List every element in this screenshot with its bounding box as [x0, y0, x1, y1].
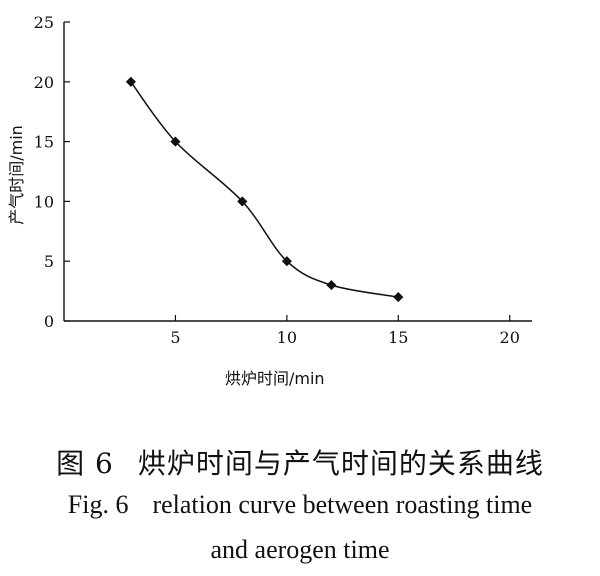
line-chart: 0 5 10 15 20 25 5 10 15 20 烘炉时间/min 产气时间/min: [7, 13, 532, 388]
data-point: [393, 292, 404, 303]
chart-container: 0 5 10 15 20 25 5 10 15 20 烘炉时间/min 产气时间/min: [7, 13, 532, 388]
x-tick-label: 15: [388, 328, 408, 347]
data-point: [237, 196, 248, 207]
y-tick-label: 10: [34, 192, 54, 211]
series-layer: [130, 81, 400, 298]
figure-label-english: Fig. 6: [67, 490, 129, 519]
figure-caption-english-text-2: and aerogen time: [210, 535, 390, 564]
y-tick-label: 0: [44, 312, 54, 331]
ticks-layer: 0 5 10 15 20 25 5 10 15 20: [34, 13, 520, 347]
y-axis-title: 产气时间/min: [7, 125, 26, 225]
x-tick-label: 5: [170, 328, 180, 347]
y-tick-label: 5: [44, 252, 54, 271]
axes-layer: [63, 22, 532, 322]
markers-layer: [125, 76, 404, 303]
data-point: [170, 136, 181, 147]
data-point: [125, 76, 136, 87]
figure-caption-english-text-1: relation curve between roasting time: [152, 490, 533, 519]
figure-caption-english-line-1: Fig. 6 relation curve between roasting ti…: [0, 490, 600, 520]
figure-caption-english-line-2: and aerogen time: [0, 535, 600, 565]
x-tick-label: 20: [500, 328, 520, 347]
x-axis-title: 烘炉时间/min: [225, 369, 325, 388]
figure-label-chinese: 图 6: [56, 447, 114, 480]
data-point: [326, 280, 337, 291]
data-point: [281, 256, 292, 267]
figure-caption-chinese: 图 6 烘炉时间与产气时间的关系曲线: [0, 442, 600, 482]
y-tick-label: 25: [34, 13, 54, 32]
y-tick-label: 15: [34, 133, 54, 152]
figure-caption-chinese-text: 烘炉时间与产气时间的关系曲线: [137, 447, 544, 480]
series-line: [130, 81, 400, 298]
y-tick-label: 20: [34, 73, 54, 92]
x-tick-label: 10: [277, 328, 297, 347]
